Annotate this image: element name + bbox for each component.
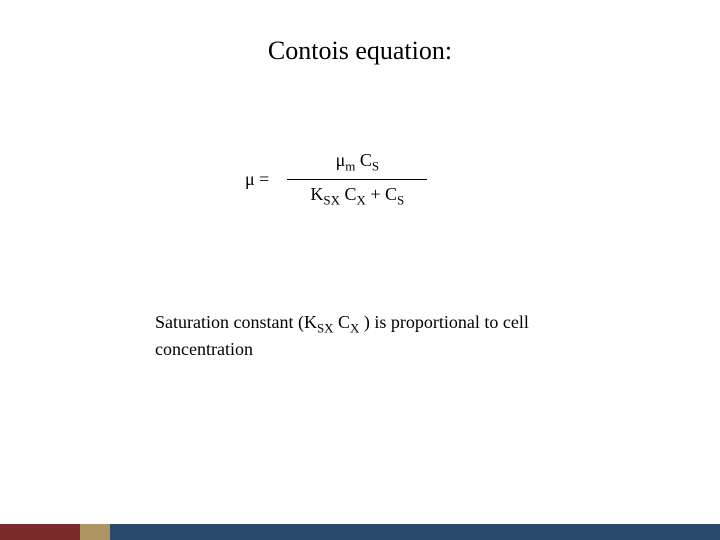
slide-title: Contois equation: <box>0 36 720 66</box>
footer-segment-right <box>110 524 720 540</box>
cs2-sub: S <box>397 192 404 207</box>
equation-fraction: μm CS KSX CX + CS <box>287 150 427 208</box>
fraction-numerator: μm CS <box>330 150 385 179</box>
cx-c: C <box>344 184 356 204</box>
mu-m-sub: m <box>345 159 355 174</box>
slide: Contois equation: μ = μm CS KSX CX + CS … <box>0 0 720 540</box>
ksx-k: K <box>310 184 323 204</box>
ksx-sub: SX <box>323 192 340 207</box>
contois-equation: μ = μm CS KSX CX + CS <box>245 150 427 208</box>
equals-sign: = <box>255 169 270 189</box>
caption-pre: Saturation constant (K <box>155 312 317 332</box>
cx-sub: X <box>356 192 365 207</box>
footer-segment-mid <box>80 524 110 540</box>
fraction-denominator: KSX CX + CS <box>304 180 410 209</box>
caption-mid: C <box>334 312 351 332</box>
caption-text: Saturation constant (KSX CX ) is proport… <box>155 310 595 361</box>
caption-ksx-sub: SX <box>317 321 334 336</box>
mu-m: μ <box>336 150 346 170</box>
footer-segment-left <box>0 524 80 540</box>
cs-sub: S <box>372 159 379 174</box>
equation-lhs: μ = <box>245 169 269 190</box>
cs2-c: C <box>385 184 397 204</box>
cs-c: C <box>360 150 372 170</box>
caption-cx-sub: X <box>350 321 359 336</box>
plus-sign: + <box>366 184 385 204</box>
mu-symbol: μ <box>245 169 255 189</box>
footer-bar <box>0 524 720 540</box>
